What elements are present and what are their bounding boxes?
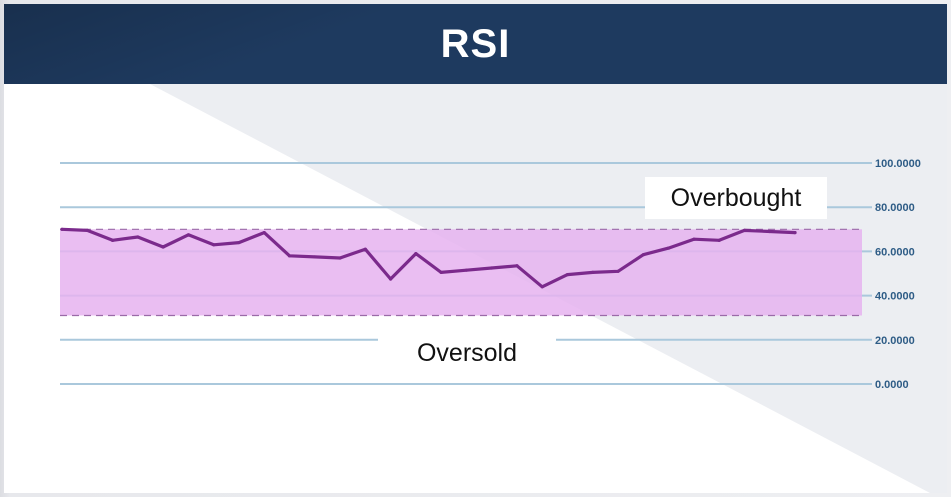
oversold-label: Oversold	[378, 333, 556, 373]
rsi-data-point	[313, 255, 317, 259]
rsi-data-point	[692, 237, 696, 241]
rsi-series-line	[60, 227, 797, 289]
rsi-data-point	[793, 231, 797, 235]
y-tick-label: 20.0000	[875, 335, 915, 347]
rsi-data-point	[287, 254, 292, 258]
title-bar-shade	[4, 4, 947, 84]
overbought-label: Overbought	[645, 177, 827, 219]
y-tick-label: 60.0000	[875, 246, 915, 258]
title-bar: RSI	[4, 4, 947, 84]
rsi-data-point	[363, 247, 367, 251]
rsi-data-point	[565, 273, 570, 277]
rsi-data-point	[591, 270, 595, 274]
rsi-data-point	[717, 238, 721, 242]
y-tick-label: 100.0000	[875, 158, 921, 170]
rsi-data-point	[439, 270, 443, 274]
rsi-data-point	[414, 252, 418, 256]
rsi-data-point	[85, 228, 89, 233]
y-tick-label: 80.0000	[875, 202, 915, 214]
rsi-data-point	[338, 256, 342, 260]
rsi-data-point	[136, 235, 140, 239]
rsi-data-point	[237, 240, 241, 245]
rsi-data-point	[490, 266, 494, 270]
rsi-data-point	[667, 246, 671, 250]
rsi-data-point	[641, 253, 645, 257]
rsi-data-point	[262, 231, 266, 235]
rsi-data-point	[742, 228, 747, 233]
y-tick-label: 40.0000	[875, 291, 915, 303]
rsi-data-point	[161, 245, 165, 249]
rsi-data-point	[110, 238, 115, 242]
rsi-data-point	[515, 264, 519, 268]
rsi-data-point	[212, 243, 216, 247]
rsi-data-point	[186, 233, 190, 237]
rsi-data-point	[464, 268, 469, 272]
neutral-zone-band	[60, 229, 862, 316]
rsi-data-point	[616, 269, 620, 273]
rsi-data-point	[388, 277, 393, 281]
rsi-data-point	[60, 227, 64, 231]
rsi-data-point	[540, 285, 544, 289]
y-tick-label: 0.0000	[875, 379, 909, 391]
page-title: RSI	[440, 22, 511, 66]
rsi-data-point	[768, 229, 772, 234]
